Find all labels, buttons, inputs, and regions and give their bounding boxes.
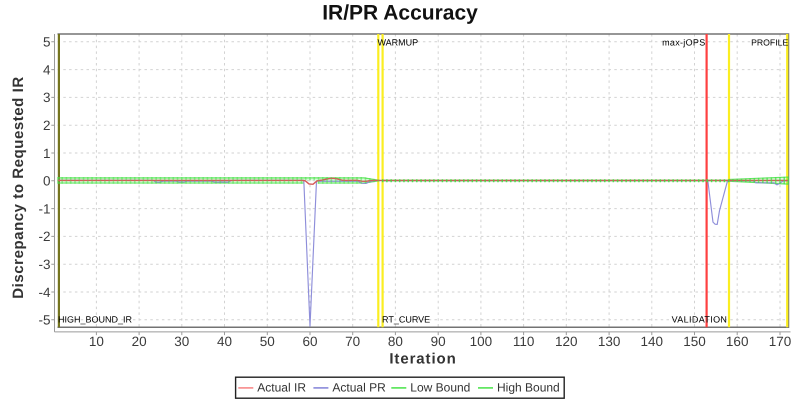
svg-text:160: 160	[726, 334, 749, 349]
svg-text:-2: -2	[38, 229, 50, 244]
svg-text:IR/PR Accuracy: IR/PR Accuracy	[322, 2, 478, 25]
svg-text:WARMUP: WARMUP	[378, 37, 419, 47]
svg-text:VALIDATION: VALIDATION	[672, 314, 728, 324]
svg-text:70: 70	[345, 334, 360, 349]
svg-text:150: 150	[683, 334, 706, 349]
svg-text:Discrepancy to Requested IR: Discrepancy to Requested IR	[10, 76, 27, 298]
svg-text:High Bound: High Bound	[497, 381, 560, 395]
svg-text:100: 100	[470, 334, 493, 349]
svg-text:0: 0	[43, 174, 51, 189]
svg-text:3: 3	[43, 90, 51, 105]
svg-text:-1: -1	[38, 201, 50, 216]
svg-text:PROFILE: PROFILE	[751, 37, 788, 47]
svg-text:Actual PR: Actual PR	[332, 381, 386, 395]
svg-text:max-jOPS: max-jOPS	[662, 38, 705, 48]
svg-text:170: 170	[769, 334, 792, 349]
svg-text:4: 4	[43, 62, 51, 77]
svg-text:50: 50	[260, 334, 275, 349]
svg-text:90: 90	[431, 334, 446, 349]
svg-text:30: 30	[174, 334, 189, 349]
svg-text:HIGH_BOUND_IR: HIGH_BOUND_IR	[58, 314, 133, 324]
svg-text:40: 40	[217, 334, 232, 349]
svg-text:RT_CURVE: RT_CURVE	[382, 314, 430, 324]
svg-text:140: 140	[641, 334, 664, 349]
svg-text:1: 1	[43, 146, 51, 161]
svg-text:2: 2	[43, 118, 51, 133]
svg-text:110: 110	[513, 334, 535, 349]
svg-text:120: 120	[555, 334, 578, 349]
svg-text:5: 5	[43, 35, 51, 50]
svg-text:-5: -5	[38, 313, 50, 328]
svg-text:Iteration: Iteration	[389, 351, 456, 368]
svg-text:20: 20	[132, 334, 147, 349]
svg-text:130: 130	[598, 334, 621, 349]
svg-text:Actual IR: Actual IR	[257, 381, 306, 395]
svg-text:-3: -3	[38, 257, 50, 272]
svg-text:Low Bound: Low Bound	[410, 381, 470, 395]
svg-text:60: 60	[302, 334, 317, 349]
svg-text:10: 10	[89, 334, 104, 349]
svg-text:80: 80	[388, 334, 403, 349]
svg-text:-4: -4	[38, 285, 50, 300]
